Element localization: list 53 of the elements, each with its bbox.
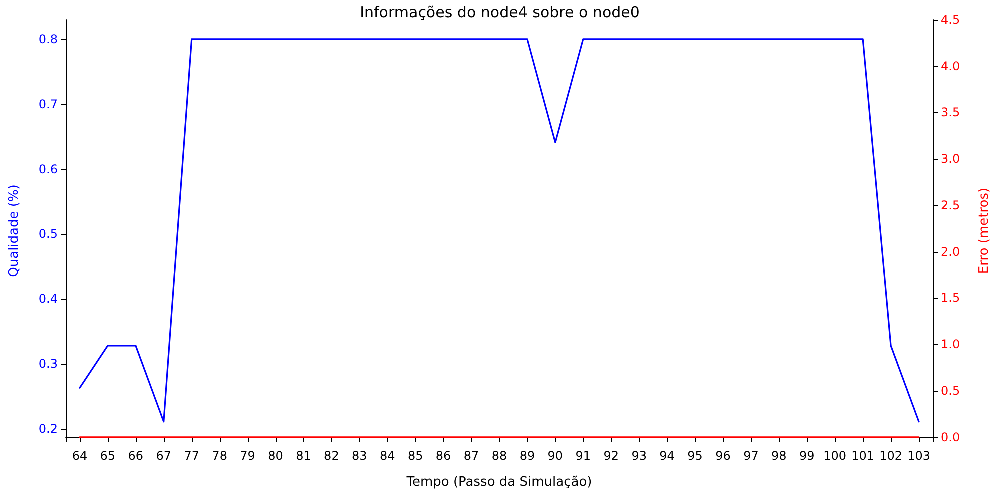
y2-tick-label: 2.5 [941, 198, 960, 212]
x-tick-label: 101 [852, 449, 875, 463]
y2-axis-title: Erro (metros) [977, 188, 992, 274]
line-series [79, 38, 920, 423]
x-tick-label: 86 [436, 449, 452, 463]
y-tick-label: 0.2 [38, 422, 58, 436]
y2-tick-label: 3.5 [941, 106, 960, 120]
x-tick-label: 93 [632, 449, 647, 463]
y2-tick-label: 4.5 [941, 13, 960, 27]
y-tick-label: 0.7 [38, 97, 58, 112]
y2-tick-label: 3.0 [941, 152, 960, 166]
x-tick-label: 91 [576, 449, 592, 463]
y2-tick-label: 0.0 [941, 430, 960, 444]
y-tick-label: 0.4 [38, 292, 58, 306]
x-tick-label: 82 [324, 449, 340, 463]
x-tick-label: 64 [72, 449, 88, 463]
y2-tick-label: 1.0 [941, 338, 960, 352]
y2-tick-label: 0.5 [941, 384, 960, 398]
x-tick-label: 102 [880, 449, 902, 463]
y-tick-label: 0.3 [38, 357, 58, 372]
x-tick-label: 77 [184, 449, 200, 463]
y2-tick-label: 2.0 [941, 244, 960, 259]
x-tick-label: 95 [688, 449, 703, 463]
y-axis-title: Qualidade (%) [7, 184, 22, 278]
y-tick-label: 0.6 [38, 162, 58, 176]
x-tick-label: 99 [800, 449, 815, 463]
x-tick-label: 65 [100, 449, 116, 463]
chart-title: Informações do node4 sobre o node0 [360, 4, 640, 22]
x-tick-label: 78 [212, 449, 228, 463]
x-tick-label: 85 [408, 449, 424, 463]
x-tick-label: 96 [716, 449, 731, 463]
x-tick-label: 81 [296, 449, 312, 463]
x-tick-label: 98 [772, 449, 787, 463]
x-tick-label: 92 [604, 449, 620, 463]
y-tick-label: 0.8 [38, 32, 58, 46]
x-tick-label: 84 [380, 449, 396, 463]
y2-tick-label: 4.0 [941, 59, 960, 74]
x-tick-label: 90 [548, 449, 564, 463]
x-tick-label: 88 [492, 449, 508, 463]
x-tick-label: 97 [744, 449, 759, 463]
x-axis-title: Tempo (Passo da Simulação) [406, 475, 592, 490]
x-tick-label: 67 [156, 449, 172, 463]
x-tick-label: 87 [464, 449, 480, 463]
x-tick-label: 80 [268, 449, 284, 463]
x-tick-label: 94 [660, 449, 675, 463]
x-tick-label: 79 [240, 449, 256, 463]
x-tick-label: 103 [908, 449, 930, 463]
x-tick-label: 66 [128, 449, 144, 463]
x-tick-label: 83 [352, 449, 368, 463]
y-tick-label: 0.5 [38, 227, 58, 242]
x-tick-label: 89 [520, 449, 536, 463]
x-tick-label: 100 [824, 449, 847, 463]
y2-tick-label: 1.5 [941, 291, 960, 306]
